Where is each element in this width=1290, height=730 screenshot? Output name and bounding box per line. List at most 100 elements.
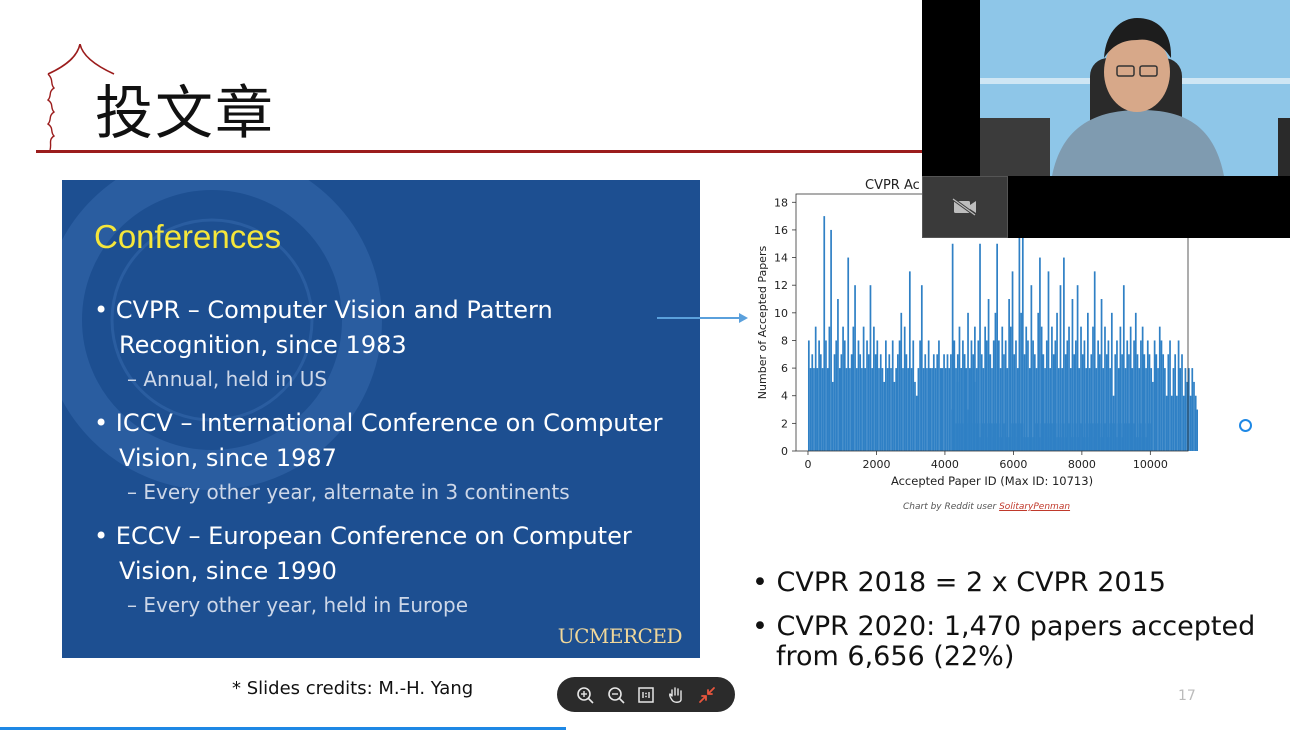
bullet-eccv: • ECCV – European Conference on Computer… xyxy=(94,522,632,617)
chart-credit: Chart by Reddit user SolitaryPenman xyxy=(903,502,1070,512)
chart-bar xyxy=(970,340,973,451)
chart-bar xyxy=(881,368,884,451)
chart-bar xyxy=(1167,354,1170,451)
chart-bar xyxy=(929,368,932,451)
zoom-in-icon[interactable] xyxy=(573,683,597,707)
chart-bar xyxy=(847,257,850,451)
chart-bar xyxy=(811,354,814,451)
chart-bar xyxy=(987,299,990,451)
chart-bar xyxy=(968,368,971,451)
chart-bar xyxy=(845,368,848,451)
chart-bar xyxy=(1052,354,1055,451)
chart-bar xyxy=(944,368,947,451)
chart-bar xyxy=(1028,368,1031,451)
chart-bar xyxy=(999,368,1002,451)
chart-title: CVPR Ac xyxy=(865,178,920,193)
chart-bar xyxy=(1056,312,1058,451)
chart-bar xyxy=(1122,285,1125,451)
chart-bar xyxy=(1032,340,1034,451)
chart-bar xyxy=(883,381,886,451)
chart-bar xyxy=(1020,312,1022,451)
chart-bar xyxy=(1165,395,1168,451)
chart-bar xyxy=(1131,368,1134,451)
chart-bar xyxy=(1042,354,1045,451)
chart-bar xyxy=(1133,340,1135,451)
chart-bar xyxy=(900,312,903,451)
chart-bar xyxy=(857,340,860,451)
chart-bar xyxy=(980,354,983,451)
chart-credit-user-link[interactable]: SolitaryPenman xyxy=(999,502,1071,512)
x-tick-label: 2000 xyxy=(862,458,890,471)
chart-bar xyxy=(1073,354,1076,451)
chart-bar xyxy=(823,216,826,451)
chart-bar xyxy=(996,243,998,451)
camera-toggle-button[interactable] xyxy=(922,176,1008,238)
chart-bar xyxy=(878,368,880,451)
right-bullet-text: CVPR 2020: 1,470 papers accepted xyxy=(776,611,1256,642)
title-rule xyxy=(36,150,922,153)
chart-bar xyxy=(1035,368,1038,451)
chart-bar xyxy=(1018,202,1021,451)
chart-bar xyxy=(1092,326,1094,451)
chart-bar xyxy=(1013,354,1016,451)
chart-bar xyxy=(1063,257,1065,451)
chart-bar xyxy=(891,340,894,451)
pagoda-logo xyxy=(46,44,115,151)
chart-bar xyxy=(1186,381,1188,451)
y-tick-label: 14 xyxy=(774,252,788,265)
chart-bar xyxy=(1105,354,1108,451)
chart-bar xyxy=(1116,340,1118,451)
chart-bar xyxy=(994,312,997,451)
chart-bar xyxy=(931,368,933,451)
chart-bar xyxy=(1051,326,1053,451)
chart-bar xyxy=(1117,368,1120,451)
chart-bar xyxy=(1136,354,1139,451)
chart-bar xyxy=(1033,354,1036,451)
chart-bar xyxy=(984,326,987,451)
chart-bar xyxy=(835,340,838,451)
x-tick-label: 10000 xyxy=(1133,458,1168,471)
chart-bar xyxy=(876,340,879,451)
chart-bar xyxy=(893,381,896,451)
chart-bar xyxy=(1112,395,1115,451)
x-tick-label: 0 xyxy=(804,458,811,471)
chart-bar xyxy=(1068,326,1070,451)
seal-watermark-icon xyxy=(62,180,382,490)
chart-bar xyxy=(1148,354,1151,451)
chart-bar xyxy=(967,312,969,451)
y-tick-label: 16 xyxy=(774,224,788,237)
chart-bar xyxy=(1176,395,1178,451)
pan-hand-icon[interactable] xyxy=(664,683,688,707)
chart-bar xyxy=(934,368,937,451)
actual-size-icon[interactable] xyxy=(634,683,658,707)
chart-bar xyxy=(960,368,963,451)
chart-bar xyxy=(830,229,832,451)
conferences-panel: Conferences • CVPR – Computer Vision and… xyxy=(62,180,700,658)
chart-bar xyxy=(854,285,856,451)
chart-bar xyxy=(1126,340,1129,451)
chart-bar xyxy=(951,243,954,451)
chart-bar xyxy=(1083,340,1086,451)
chart-bar xyxy=(982,368,985,451)
chart-bar xyxy=(840,354,843,451)
chart-bar xyxy=(950,354,952,451)
chart-bar xyxy=(1011,271,1014,451)
chart-bar xyxy=(1047,271,1050,451)
right-bullet-text: CVPR 2018 = 2 x CVPR 2015 xyxy=(776,567,1166,598)
chart-bar xyxy=(917,368,920,451)
chart-bar xyxy=(1001,326,1004,451)
chart-bar xyxy=(989,354,992,451)
chart-bar xyxy=(890,368,892,451)
chart-bar xyxy=(1109,368,1111,451)
chart-bar xyxy=(953,340,956,451)
exit-fullscreen-icon[interactable] xyxy=(695,683,719,707)
chart-bar xyxy=(914,381,916,451)
chart-bar xyxy=(955,368,957,451)
chart-bar xyxy=(1093,271,1096,451)
chart-bar xyxy=(956,354,959,451)
chart-bar xyxy=(859,354,862,451)
chart-bar xyxy=(1114,354,1117,451)
chart-bar xyxy=(1193,381,1195,451)
zoom-out-icon[interactable] xyxy=(604,683,628,707)
chart-bar xyxy=(939,368,942,451)
